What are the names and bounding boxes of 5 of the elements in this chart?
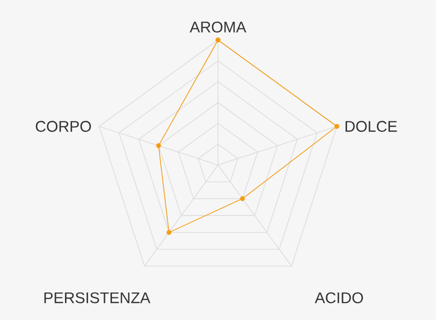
spoke-label: AROMA bbox=[190, 22, 246, 33]
spoke-label: DOLCE bbox=[346, 120, 397, 132]
spoke-label: ACIDO bbox=[314, 292, 363, 304]
spoke-label: PERSISTENZA bbox=[44, 292, 150, 304]
spoke-label: CORPO bbox=[36, 120, 91, 132]
